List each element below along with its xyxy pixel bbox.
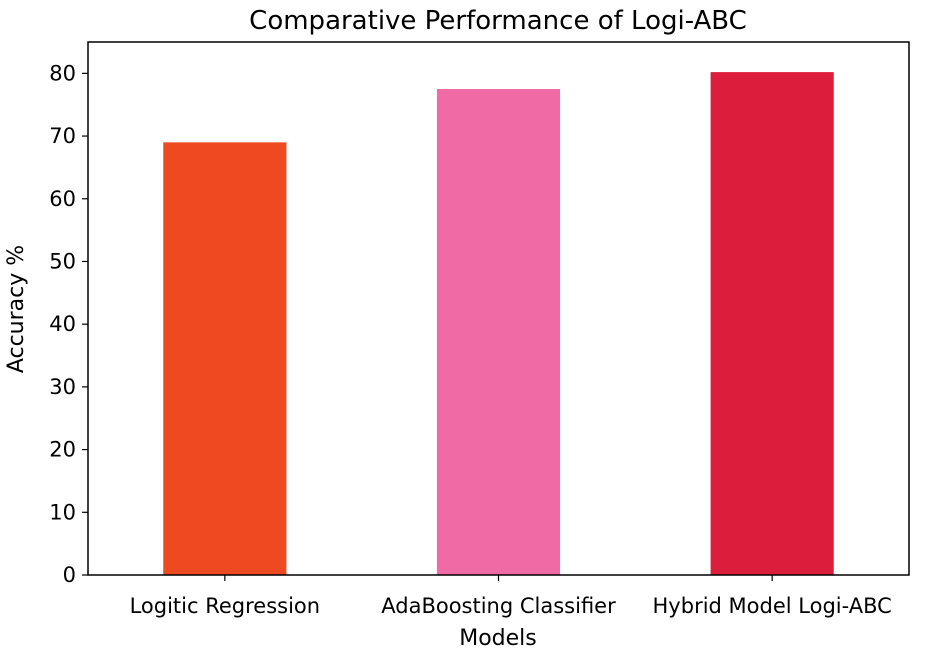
y-tick-label: 0 [63,563,76,587]
bar-2 [436,89,561,575]
x-axis: Logitic Regression AdaBoosting Classifier… [130,575,892,618]
y-tick-label: 10 [49,500,76,524]
bars-layer [163,72,834,576]
x-tick-label: Hybrid Model Logi-ABC [653,594,892,618]
x-tick-label: AdaBoosting Classifier [381,594,616,618]
y-tick-label: 20 [49,438,76,462]
y-tick-label: 30 [49,375,76,399]
y-axis-label: Accuracy % [4,245,29,373]
x-tick-label: Logitic Regression [130,594,321,618]
x-axis-label: Models [459,626,537,651]
y-axis: 0 10 20 30 40 50 60 70 80 [49,61,88,587]
chart-title: Comparative Performance of Logi-ABC [249,6,747,36]
y-tick-label: 70 [49,124,76,148]
y-tick-label: 80 [49,61,76,85]
y-tick-label: 40 [49,312,76,336]
bar-1 [163,142,287,575]
y-tick-label: 60 [49,187,76,211]
y-tick-label: 50 [49,249,76,273]
bar-3 [710,72,834,576]
